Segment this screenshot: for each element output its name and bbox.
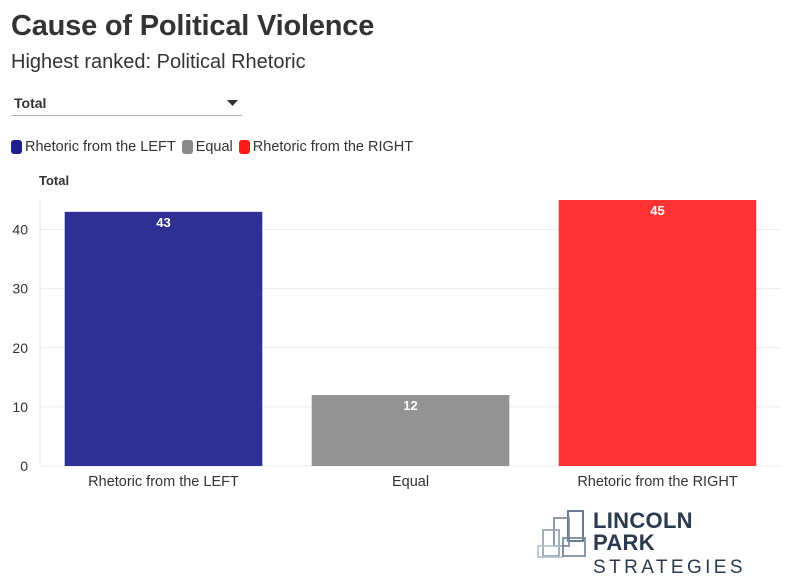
legend-swatch-right [238, 140, 250, 154]
x-tick-label: Rhetoric from the LEFT [88, 474, 239, 490]
logo-line1: LINCOLN PARK [593, 508, 693, 555]
bar [64, 211, 263, 466]
dropdown-selected-value: Total [14, 95, 47, 111]
bar-chart: 0 10 20 30 40 43 Rhetoric from the LEFT 12 Equal… [12, 200, 781, 490]
chevron-down-icon [227, 100, 238, 106]
bar [558, 200, 757, 466]
y-tick-label: 20 [12, 340, 28, 356]
legend-item-equal[interactable]: Equal [181, 139, 233, 155]
bar-value-label: 45 [650, 203, 664, 218]
legend-item-left[interactable]: Rhetoric from the LEFT [11, 139, 176, 155]
y-tick-label: 40 [12, 222, 28, 238]
legend-label-equal: Equal [195, 139, 233, 155]
bar [311, 395, 510, 466]
y-tick-label: 0 [20, 458, 28, 474]
x-tick-label: Equal [392, 474, 429, 490]
logo-mark-icon [537, 510, 586, 558]
y-tick-label: 10 [12, 399, 28, 415]
y-tick-label: 30 [12, 281, 28, 297]
chart-title: Cause of Political Violence [11, 10, 375, 42]
chart-panel-label: Total [39, 173, 70, 188]
lincoln-park-logo: LINCOLN PARK STRATEGIES [537, 508, 752, 577]
x-tick-label: Rhetoric from the RIGHT [577, 474, 737, 490]
legend-swatch-equal [181, 140, 193, 154]
legend-item-right[interactable]: Rhetoric from the RIGHT [238, 139, 414, 155]
logo-line2: STRATEGIES [593, 557, 746, 578]
bar-value-label: 12 [403, 398, 417, 413]
chart-legend: Rhetoric from the LEFT Equal Rhetoric fr… [11, 139, 419, 155]
segment-dropdown[interactable]: Total [11, 91, 242, 116]
legend-label-left: Rhetoric from the LEFT [25, 139, 176, 155]
chart-subtitle: Highest ranked: Political Rhetoric [11, 51, 306, 73]
legend-swatch-left [11, 140, 22, 154]
legend-label-right: Rhetoric from the RIGHT [252, 139, 414, 155]
logo-wordmark: LINCOLN PARK STRATEGIES [593, 508, 752, 578]
bar-value-label: 43 [156, 215, 170, 230]
